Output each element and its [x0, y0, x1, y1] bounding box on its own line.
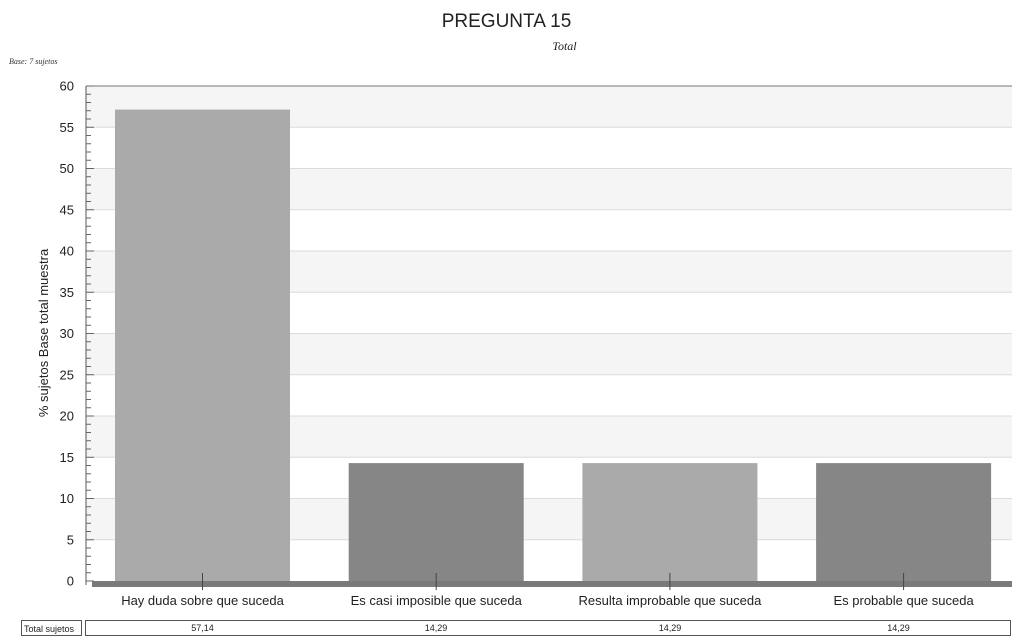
y-tick-label: 0 — [67, 574, 74, 589]
bar-chart: 0 5 10 15 20 25 30 35 40 45 50 55 60 Hay duda sobre … — [36, 79, 1012, 608]
y-tick-label: 40 — [60, 244, 74, 259]
y-tick-label: 55 — [60, 120, 74, 135]
y-tick-label: 35 — [60, 285, 74, 300]
summary-table: Total sujetos 57,14 14,29 14,29 14,29 — [0, 620, 1013, 637]
summary-cell: 14,29 — [424, 623, 448, 633]
chart-title: PREGUNTA 15 — [441, 11, 572, 32]
y-tick-label: 45 — [60, 202, 74, 217]
x-tick-label: Es probable que suceda — [833, 593, 974, 608]
bar — [115, 109, 290, 581]
summary-cell: 57,14 — [191, 623, 214, 633]
y-tick-label: 50 — [60, 161, 74, 176]
y-tick-label: 5 — [67, 532, 74, 547]
y-axis: 0 5 10 15 20 25 30 35 40 45 50 55 60 — [60, 79, 94, 589]
y-tick-label: 60 — [60, 79, 74, 94]
bars — [115, 109, 992, 581]
y-axis-label: % sujetos Base total muestra — [36, 248, 51, 417]
bar — [348, 463, 524, 581]
y-tick-label: 25 — [60, 367, 74, 382]
y-tick-label: 30 — [60, 326, 74, 341]
x-axis: Hay duda sobre que suceda Es casi imposib… — [92, 573, 1012, 608]
bar — [582, 463, 758, 581]
x-tick-label: Hay duda sobre que suceda — [121, 593, 284, 608]
summary-row-label: Total sujetos — [21, 620, 82, 636]
x-tick-label: Es casi imposible que suceda — [351, 593, 523, 608]
summary-cell: 14,29 — [658, 623, 682, 633]
baseline-bar — [92, 581, 1012, 587]
y-tick-label: 20 — [60, 409, 74, 424]
base-note: Base: 7 sujetos — [9, 57, 58, 66]
summary-cell: 14,29 — [887, 623, 910, 633]
y-tick-label: 10 — [60, 491, 74, 506]
chart-subtitle: Total — [552, 39, 577, 53]
x-tick-label: Resulta improbable que suceda — [578, 593, 762, 608]
y-tick-label: 15 — [60, 450, 74, 465]
summary-row-values: 57,14 14,29 14,29 14,29 — [85, 620, 1011, 636]
bar — [816, 463, 992, 581]
